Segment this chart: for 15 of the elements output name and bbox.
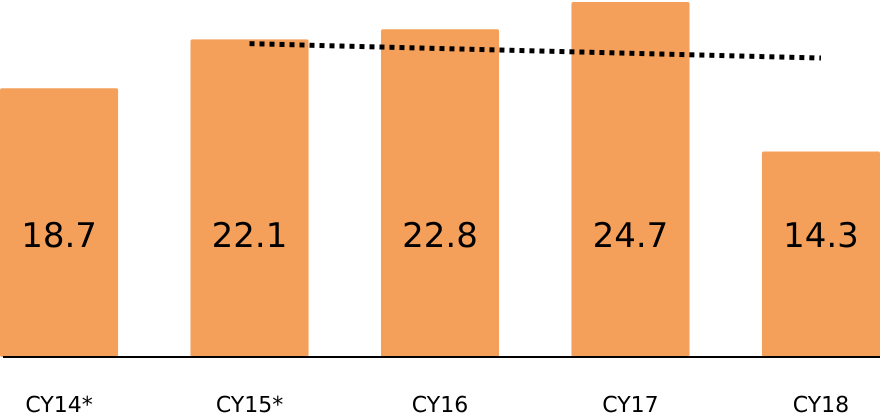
data-label: 18.7 bbox=[21, 216, 97, 256]
bar bbox=[762, 151, 880, 357]
data-label: 24.7 bbox=[592, 216, 668, 256]
x-tick-label: CY14* bbox=[25, 393, 93, 418]
x-tick-label: CY15* bbox=[216, 393, 284, 418]
data-label: 14.3 bbox=[783, 216, 859, 256]
x-tick-label: CY17 bbox=[602, 393, 659, 418]
data-label: 22.1 bbox=[212, 216, 288, 256]
bar bbox=[380, 29, 500, 357]
bar bbox=[571, 2, 690, 357]
bar bbox=[190, 39, 309, 357]
x-tick-label: CY18 bbox=[792, 393, 850, 418]
bar bbox=[0, 88, 118, 357]
data-label: 22.8 bbox=[402, 216, 478, 256]
x-tick-label: CY16 bbox=[412, 393, 468, 418]
